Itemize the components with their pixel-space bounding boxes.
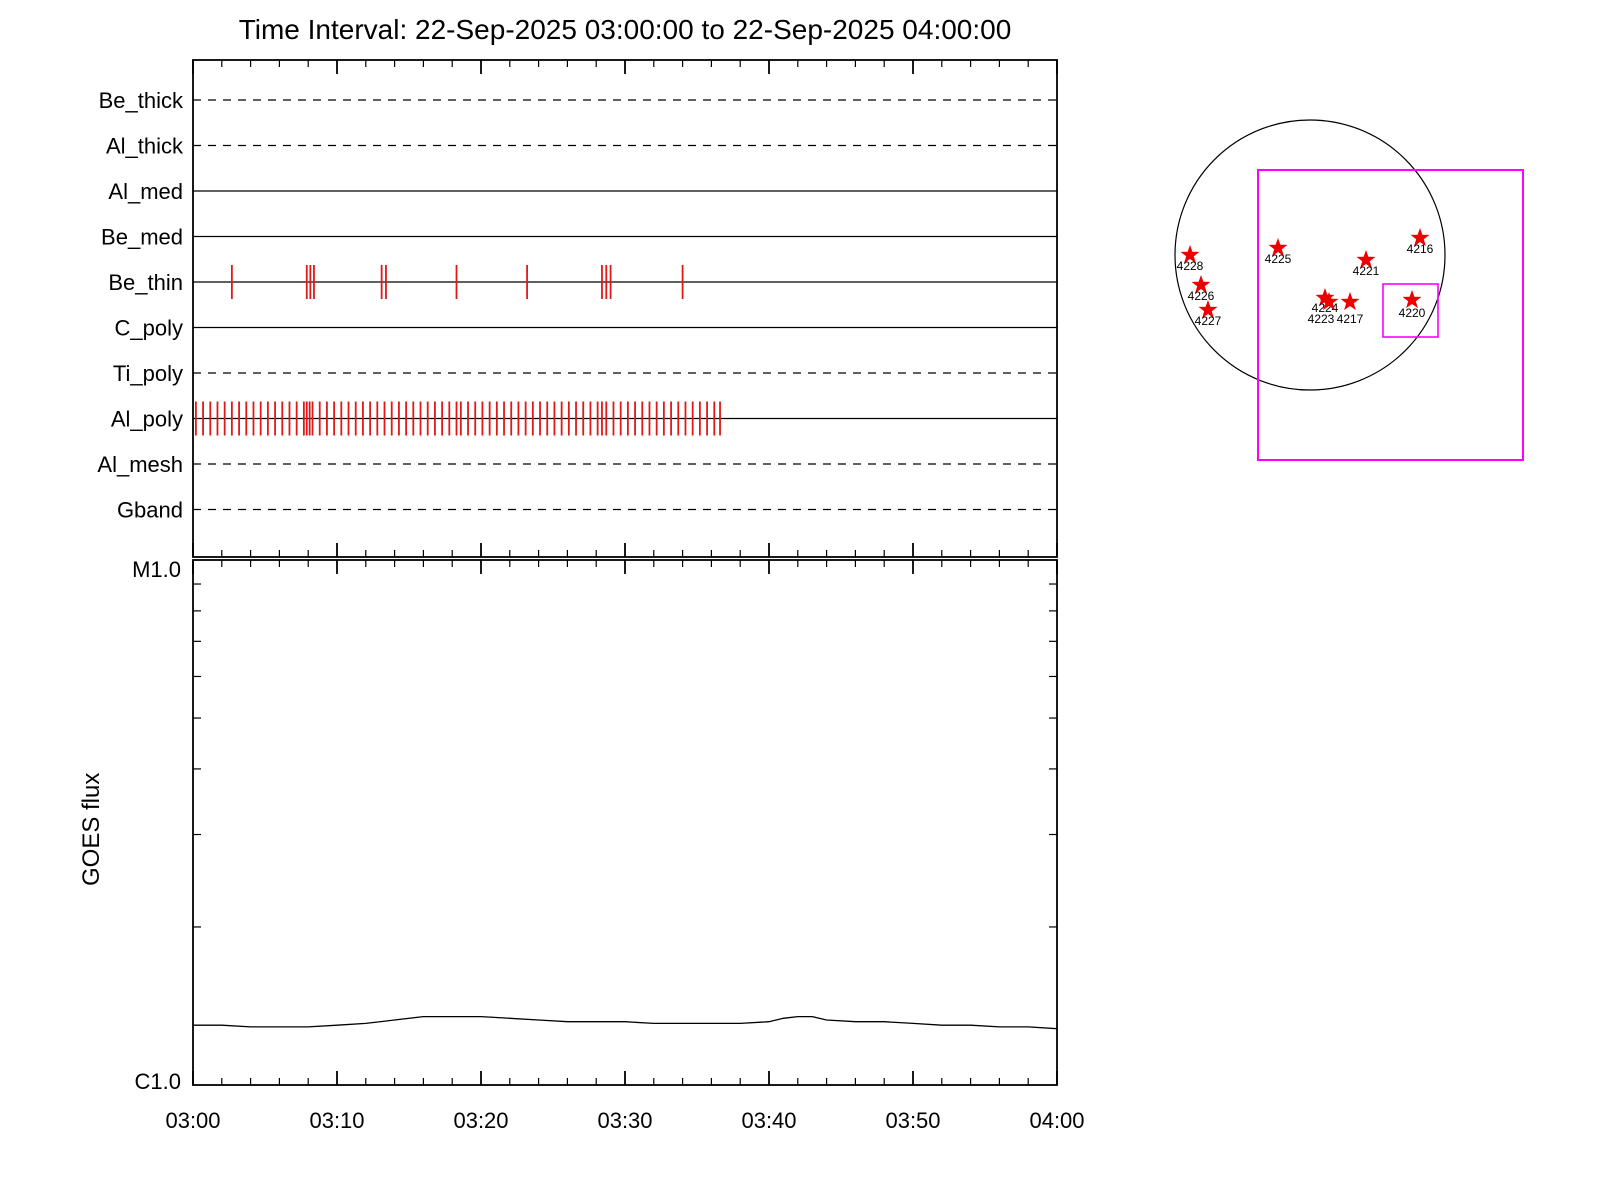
active-region-star-4225	[1268, 238, 1288, 257]
channel-label-be_thick: Be_thick	[99, 88, 184, 113]
channel-label-be_thin: Be_thin	[108, 270, 183, 295]
target-box	[1382, 283, 1439, 338]
goes-flux-curve	[193, 1015, 1058, 1030]
y-top-label: M1.0	[132, 557, 181, 582]
active-region-star-4220	[1402, 290, 1422, 309]
channel-label-ti_poly: Ti_poly	[113, 361, 183, 386]
x-tick-label: 03:50	[885, 1108, 940, 1133]
active-region-star-4223	[1319, 292, 1339, 311]
active-region-label-4221: 4221	[1353, 264, 1380, 278]
x-tick-label: 03:20	[453, 1108, 508, 1133]
active-region-star-4227	[1198, 300, 1218, 319]
active-region-label-4220: 4220	[1399, 306, 1426, 320]
active-region-star-4221	[1356, 250, 1376, 269]
time-interval-title: Time Interval: 22-Sep-2025 03:00:00 to 2…	[238, 14, 1012, 45]
channel-label-c_poly: C_poly	[115, 316, 183, 341]
x-tick-label: 04:00	[1029, 1108, 1084, 1133]
x-tick-label: 03:30	[597, 1108, 652, 1133]
active-region-star-4224	[1315, 288, 1335, 307]
channel-label-al_poly: Al_poly	[111, 407, 183, 432]
channel-label-be_med: Be_med	[101, 225, 183, 250]
active-region-star-4226	[1191, 275, 1211, 294]
channel-label-al_mesh: Al_mesh	[97, 452, 183, 477]
channel-label-gband: Gband	[117, 498, 183, 523]
active-region-label-4225: 4225	[1265, 252, 1292, 266]
y-bottom-label: C1.0	[135, 1069, 181, 1094]
active-region-star-4228	[1180, 245, 1200, 264]
active-region-label-4217: 4217	[1337, 312, 1364, 326]
x-tick-label: 03:00	[165, 1108, 220, 1133]
active-region-label-4216: 4216	[1407, 242, 1434, 256]
solar-map-group: 4228422542214216422642274224422342174220	[1174, 119, 1524, 461]
solar-disk-limb	[1174, 119, 1446, 391]
active-region-label-4223: 4223	[1308, 312, 1335, 326]
channel-label-al_thick: Al_thick	[106, 134, 184, 159]
filter-panel-frame	[192, 59, 1058, 558]
active-region-label-4228: 4228	[1177, 259, 1204, 273]
x-tick-label: 03:10	[309, 1108, 364, 1133]
x-tick-label: 03:40	[741, 1108, 796, 1133]
goes-panel-frame	[192, 559, 1058, 1086]
active-region-label-4226: 4226	[1188, 289, 1215, 303]
active-region-label-4227: 4227	[1195, 314, 1222, 328]
fov-box	[1257, 169, 1524, 461]
channel-label-al_med: Al_med	[108, 179, 183, 204]
active-region-star-4217	[1340, 292, 1360, 311]
active-region-star-4216	[1410, 228, 1430, 247]
